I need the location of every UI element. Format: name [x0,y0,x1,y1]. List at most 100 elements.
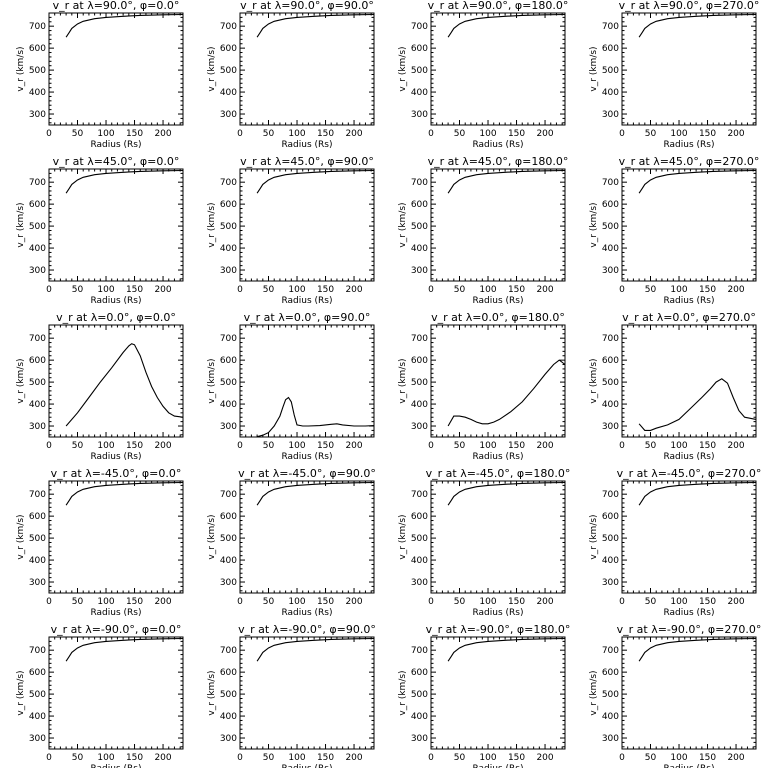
y-tick-label: 600 [411,356,428,366]
x-tick-label: 0 [46,441,52,451]
y-tick-label: 600 [220,668,237,678]
x-tick-label: 150 [699,285,716,295]
y-axis-label: v_r (km/s) [207,514,217,559]
y-axis-label: v_r (km/s) [589,46,599,91]
y-tick-label: 700 [602,22,619,32]
x-tick-label: 100 [97,597,114,607]
x-tick-label: 50 [645,441,657,451]
x-axis-label: Radius (Rs) [663,296,714,306]
panel-title: v_r at λ=0.0°, φ=90.0° [244,311,371,324]
x-tick-label: 200 [345,129,362,139]
x-tick-label: 150 [317,597,334,607]
y-tick-label: 400 [411,88,428,98]
x-tick-label: 50 [263,285,275,295]
series-line [65,169,184,194]
y-tick-label: 300 [411,734,428,744]
y-tick-label: 300 [29,578,46,588]
y-tick-label: 700 [29,646,46,656]
y-tick-label: 300 [29,110,46,120]
series-line [256,396,375,438]
y-tick-label: 600 [602,668,619,678]
x-axis-label: Radius (Rs) [663,764,714,768]
y-tick-label: 500 [220,378,237,388]
x-axis-label: Radius (Rs) [281,296,332,306]
x-tick-label: 100 [479,285,496,295]
y-tick-label: 600 [29,44,46,54]
y-tick-label: 500 [220,66,237,76]
x-tick-label: 0 [428,441,434,451]
x-tick-label: 50 [72,285,84,295]
y-tick-label: 400 [411,712,428,722]
x-axis-label: Radius (Rs) [90,452,141,462]
series-line [256,481,375,506]
y-tick-label: 400 [411,400,428,410]
x-tick-label: 0 [237,753,243,763]
x-axis-label: Radius (Rs) [472,140,523,150]
y-tick-label: 400 [411,244,428,254]
series-line [256,637,375,662]
plot-frame [48,480,184,594]
y-axis-label: v_r (km/s) [16,670,26,715]
x-tick-label: 200 [536,129,553,139]
y-tick-label: 400 [220,712,237,722]
chart-panel: v_r at λ=45.0°, φ=180.0° 0 50 100 150 200 300 4… [398,155,568,306]
x-tick-label: 50 [263,441,275,451]
y-tick-label: 300 [602,422,619,432]
series-line [638,378,757,431]
panel-title: v_r at λ=-45.0°, φ=90.0° [238,467,376,480]
y-tick-label: 600 [220,44,237,54]
x-tick-label: 100 [479,129,496,139]
x-axis-label: Radius (Rs) [663,452,714,462]
x-tick-label: 200 [727,129,744,139]
x-tick-label: 0 [237,441,243,451]
x-tick-label: 0 [237,597,243,607]
y-tick-label: 400 [29,712,46,722]
x-tick-label: 200 [536,285,553,295]
series-line [65,13,184,38]
x-tick-label: 200 [727,597,744,607]
x-tick-label: 200 [154,597,171,607]
y-tick-label: 300 [411,266,428,276]
x-axis-label: Radius (Rs) [90,764,141,768]
x-tick-label: 150 [317,129,334,139]
plot-frame [239,168,375,282]
y-tick-label: 700 [411,490,428,500]
y-tick-label: 500 [220,534,237,544]
plot-frame [430,636,566,750]
x-tick-label: 150 [508,129,525,139]
panel-title: v_r at λ=0.0°, φ=270.0° [622,311,756,324]
y-tick-label: 400 [29,400,46,410]
panel-title: v_r at λ=-45.0°, φ=180.0° [426,467,571,480]
x-tick-label: 150 [317,441,334,451]
chart-panel: v_r at λ=45.0°, φ=90.0° 0 50 100 150 200 300 40… [207,155,375,306]
x-tick-label: 100 [670,597,687,607]
x-tick-label: 0 [46,129,52,139]
x-tick-label: 50 [263,129,275,139]
y-tick-label: 300 [220,422,237,432]
x-tick-label: 50 [645,753,657,763]
x-tick-label: 0 [619,753,625,763]
y-tick-label: 400 [602,244,619,254]
x-tick-label: 100 [288,753,305,763]
x-axis-label: Radius (Rs) [90,608,141,618]
y-tick-label: 600 [411,668,428,678]
panel-title: v_r at λ=-90.0°, φ=90.0° [238,623,376,636]
x-tick-label: 200 [727,753,744,763]
chart-panel: v_r at λ=0.0°, φ=0.0° 0 50 100 150 200 300 400 5… [16,311,184,462]
y-tick-label: 400 [602,400,619,410]
x-tick-label: 50 [454,753,466,763]
x-tick-label: 150 [126,441,143,451]
series-line [638,481,757,506]
y-tick-label: 400 [29,244,46,254]
y-tick-label: 600 [602,200,619,210]
series-line [638,169,757,194]
y-tick-label: 400 [220,556,237,566]
x-tick-label: 100 [479,597,496,607]
y-tick-label: 300 [602,734,619,744]
y-tick-label: 700 [29,22,46,32]
chart-panel: v_r at λ=90.0°, φ=90.0° 0 50 100 150 200 300 40… [207,0,375,150]
y-tick-label: 400 [29,556,46,566]
x-axis-label: Radius (Rs) [472,452,523,462]
y-tick-label: 500 [602,378,619,388]
series-line [447,637,566,662]
